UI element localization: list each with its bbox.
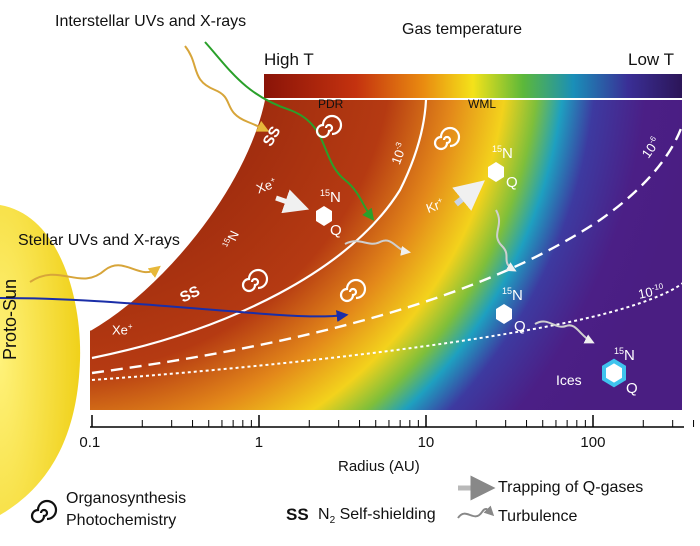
proto-sun-label: Proto-Sun	[0, 278, 20, 360]
top-radiation-label: Interstellar UVs and X-rays	[55, 13, 247, 30]
legend-turbulence: Turbulence	[498, 508, 578, 525]
turbulence-1	[344, 239, 411, 256]
wml-label: WML	[468, 97, 496, 111]
stellar-radiation-label: Stellar UVs and X-rays	[18, 232, 180, 249]
colorbar-low-label: Low T	[628, 50, 674, 69]
nitrogen-isotope-label: 15N	[492, 144, 513, 162]
x-axis-label: Radius (AU)	[338, 458, 420, 475]
hexagon-icon	[488, 162, 504, 182]
legend-spiral-icon	[30, 499, 58, 524]
q-label: Q	[506, 174, 518, 191]
hexagon-icon-ice	[602, 358, 626, 388]
x-tick-label: 0.1	[79, 434, 101, 451]
legend-turbulence-icon	[457, 505, 495, 519]
pdr-label: PDR	[318, 97, 344, 111]
kr-trapping-arrow	[452, 180, 485, 211]
nitrogen-isotope-label: 15N	[320, 188, 341, 206]
x-axis-ticks	[91, 415, 695, 427]
q-label: Q	[330, 222, 342, 239]
hexagon-icon	[316, 206, 332, 226]
spiral-icon	[315, 114, 343, 139]
spiral-icon	[433, 126, 461, 151]
chart-title: Gas temperature	[402, 21, 523, 38]
interstellar-arrow-orange	[184, 45, 270, 132]
legend-photochemistry: Photochemistry	[66, 512, 177, 529]
xe-trapping-arrow	[275, 189, 310, 214]
nitrogen-isotope-label: 15N	[614, 346, 635, 364]
x-tick-label: 10	[417, 434, 435, 451]
x-tick-label: 1	[254, 434, 264, 451]
turbulence-3	[534, 320, 595, 344]
legend-organosynthesis: Organosynthesis	[66, 490, 187, 507]
spiral-icon	[339, 278, 367, 303]
colorbar-high-label: High T	[264, 50, 314, 69]
stellar-arrow-blue	[0, 297, 349, 322]
legend-ss-symbol: SS	[286, 505, 309, 524]
disk-inner-edge	[89, 99, 265, 331]
disk-region	[90, 100, 682, 410]
legend-trapping: Trapping of Q-gases	[498, 479, 644, 496]
legend-self-shielding: N2 Self-shielding	[318, 506, 436, 527]
q-label: Q	[626, 380, 638, 397]
nitrogen-isotope-label: 15N	[502, 286, 523, 304]
temperature-colorbar	[264, 74, 682, 98]
x-tick-label: 100	[580, 434, 606, 451]
contour-1e-10	[91, 281, 685, 381]
spiral-icon	[241, 268, 269, 293]
q-label: Q	[514, 318, 526, 335]
hexagon-icon	[496, 304, 512, 324]
xe-ion-label: Xe+	[112, 322, 133, 338]
ices-label: Ices	[556, 372, 582, 388]
turbulence-2	[495, 209, 517, 272]
proto-sun	[0, 205, 81, 515]
contour-1e-6	[91, 119, 686, 375]
stellar-arrow-orange	[29, 264, 161, 283]
contour-1e-3	[91, 99, 428, 360]
